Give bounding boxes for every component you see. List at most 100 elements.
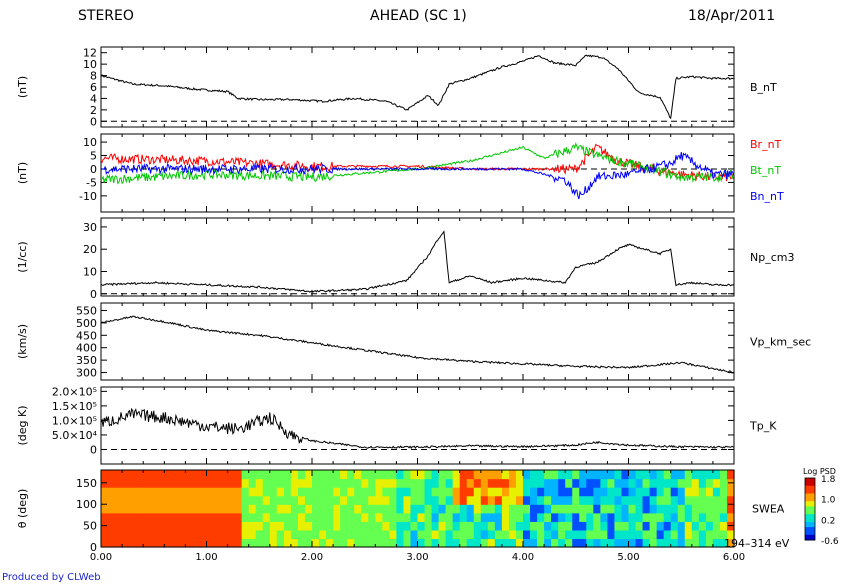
heatmap-cell: [698, 529, 707, 540]
heatmap-cell: [508, 470, 517, 480]
heatmap-cell: [677, 529, 686, 540]
heatmap-cell: [417, 470, 426, 480]
heatmap-cell: [213, 538, 222, 548]
heatmap-cell: [705, 538, 714, 548]
heatmap-cell: [368, 487, 376, 497]
heatmap-cell: [361, 512, 369, 522]
heatmap-cell: [192, 538, 201, 548]
heatmap-cell: [431, 512, 440, 522]
heatmap-cell: [304, 529, 313, 540]
heatmap-cell: [108, 487, 116, 497]
heatmap-cell: [333, 521, 341, 531]
heatmap-cell: [255, 529, 264, 540]
heatmap-cell: [424, 495, 433, 505]
heatmap-cell: [227, 478, 236, 488]
heatmap-cell: [220, 487, 229, 497]
heatmap-cell: [171, 529, 179, 540]
heatmap-cell: [396, 521, 405, 531]
heatmap-cell: [199, 470, 208, 480]
heatmap-cell: [403, 504, 412, 514]
heatmap-cell: [501, 470, 510, 480]
heatmap-cell: [241, 504, 250, 514]
heatmap-cell: [164, 504, 172, 514]
heatmap-cell: [487, 521, 496, 531]
heatmap-cell: [178, 512, 186, 522]
heatmap-cell: [192, 512, 201, 522]
heatmap-cell: [691, 504, 700, 514]
heatmap-cell: [438, 487, 447, 497]
heatmap-cell: [122, 521, 130, 531]
heatmap-cell: [361, 538, 369, 548]
heatmap-cell: [642, 538, 651, 548]
heatmap-cell: [445, 495, 454, 505]
heatmap-cell: [227, 495, 236, 505]
heatmap-cell: [523, 495, 531, 505]
heatmap-cell: [628, 504, 637, 514]
heatmap-cell: [178, 504, 186, 514]
heatmap-cell: [361, 529, 369, 540]
heatmap-cell: [319, 521, 327, 531]
heatmap-cell: [663, 538, 672, 548]
heatmap-cell: [565, 495, 573, 505]
heatmap-cell: [656, 512, 665, 522]
heatmap-cell: [255, 478, 264, 488]
heatmap-cell: [670, 538, 679, 548]
heatmap-cell: [565, 487, 573, 497]
heatmap-cell: [593, 521, 601, 531]
y-tick-label: 150: [76, 477, 97, 490]
heatmap-cell: [389, 495, 397, 505]
heatmap-cell: [115, 529, 123, 540]
heatmap-cell: [726, 512, 735, 522]
heatmap-cell: [607, 487, 616, 497]
heatmap-cell: [621, 521, 630, 531]
heatmap-cell: [122, 478, 130, 488]
heatmap-cell: [382, 521, 390, 531]
heatmap-cell: [530, 521, 538, 531]
heatmap-cell: [494, 478, 503, 488]
heatmap-cell: [635, 538, 644, 548]
heatmap-cell: [515, 470, 524, 480]
heatmap-cell: [319, 478, 327, 488]
heatmap-cell: [199, 521, 208, 531]
heatmap-cell: [283, 504, 292, 514]
heatmap-cell: [178, 478, 186, 488]
heatmap-cell: [375, 478, 383, 488]
heatmap-cell: [326, 512, 334, 522]
heatmap-cell: [290, 512, 299, 522]
heatmap-cell: [621, 504, 630, 514]
heatmap-cell: [530, 504, 538, 514]
heatmap-cell: [290, 504, 299, 514]
heatmap-cell: [473, 470, 482, 480]
heatmap-cell: [572, 512, 580, 522]
heatmap-cell: [586, 538, 594, 548]
heatmap-cell: [628, 487, 637, 497]
heatmap-cell: [621, 470, 630, 480]
heatmap-cell: [297, 504, 306, 514]
heatmap-cell: [670, 487, 679, 497]
heatmap-cell: [698, 495, 707, 505]
heatmap-cell: [115, 487, 123, 497]
heatmap-cell: [719, 487, 728, 497]
heatmap-cell: [719, 529, 728, 540]
heatmap-cell: [297, 495, 306, 505]
heatmap-cell: [445, 478, 454, 488]
heatmap-cell: [473, 495, 482, 505]
heatmap-cell: [262, 487, 271, 497]
heatmap-cell: [523, 504, 531, 514]
heatmap-cell: [290, 487, 299, 497]
colorbar-segment: [805, 493, 815, 497]
heatmap-cell: [614, 470, 623, 480]
heatmap-cell: [199, 487, 208, 497]
heatmap-cell: [508, 504, 517, 514]
heatmap-cell: [438, 478, 447, 488]
heatmap-cell: [635, 512, 644, 522]
heatmap-cell: [354, 538, 362, 548]
heatmap-cell: [523, 478, 531, 488]
y-tick-label: 2: [90, 104, 97, 117]
heatmap-cell: [530, 495, 538, 505]
heatmap-cell: [670, 470, 679, 480]
heatmap-cell: [403, 495, 412, 505]
heatmap-cell: [705, 487, 714, 497]
heatmap-cell: [220, 478, 229, 488]
colorbar-segment: [805, 483, 815, 487]
